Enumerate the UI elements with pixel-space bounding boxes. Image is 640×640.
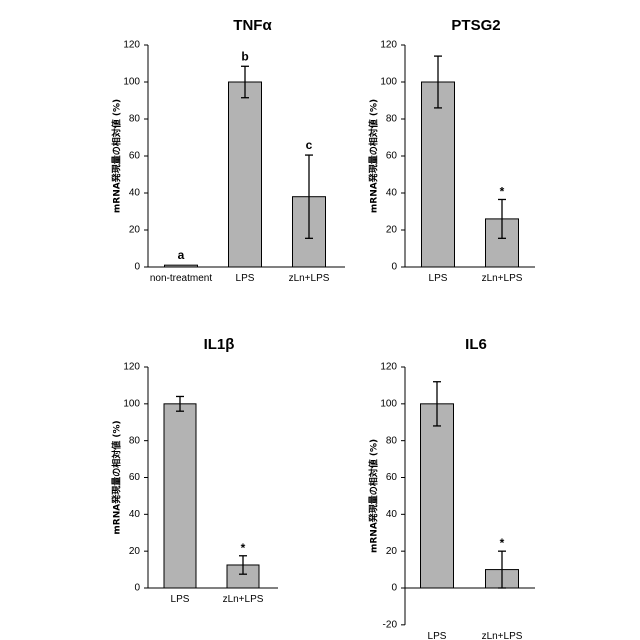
y-axis-label: mRNA発現量の相対値 (%): [111, 420, 123, 534]
y-tick-label: 40: [129, 509, 141, 520]
y-tick-label: 0: [134, 583, 140, 594]
y-axis-label: mRNA発現量の相対値 (%): [368, 439, 380, 553]
bar: [421, 404, 454, 588]
y-tick-label: 20: [386, 546, 398, 557]
x-tick-label: LPS: [171, 594, 190, 605]
x-tick-label: LPS: [428, 631, 447, 640]
chart-panel-3: IL1β mRNA発現量の相対値 (%) 0 20 40 60 80 100 120 LPS * zL…: [111, 336, 279, 605]
bar: [164, 404, 196, 588]
significance-label: c: [306, 138, 313, 152]
significance-label: *: [241, 541, 246, 555]
y-tick-label: 40: [386, 188, 398, 199]
y-tick-label: 0: [391, 583, 397, 594]
x-tick-label: zLn+LPS: [289, 273, 330, 284]
chart-panel-1: TNFα mRNA発現量の相対値 (%) 0 20 40 60 80 100 120 a non-t…: [111, 17, 346, 284]
significance-label: b: [241, 49, 248, 63]
x-tick-label: zLn+LPS: [482, 631, 523, 640]
chart-title: IL6: [465, 336, 487, 353]
y-tick-label: 100: [380, 77, 397, 88]
significance-label: *: [500, 184, 505, 198]
y-axis-label: mRNA発現量の相対値 (%): [111, 99, 123, 213]
x-tick-label: zLn+LPS: [482, 273, 523, 284]
y-tick-label: 40: [386, 509, 398, 520]
x-tick-label: LPS: [236, 273, 255, 284]
bar: [165, 265, 198, 267]
chart-panel-2: PTSG2 mRNA発現量の相対値 (%) 0 20 40 60 80 100 120 LPS * z…: [368, 17, 536, 284]
y-tick-label: 80: [386, 114, 398, 125]
y-tick-label: -20: [383, 619, 398, 630]
y-tick-label: 100: [123, 398, 140, 409]
y-tick-label: 60: [129, 151, 141, 162]
y-tick-label: 20: [129, 546, 141, 557]
y-tick-label: 80: [129, 435, 141, 446]
chart-title: IL1β: [204, 336, 235, 353]
y-tick-label: 120: [123, 40, 140, 51]
y-tick-label: 20: [129, 225, 141, 236]
significance-label: a: [178, 248, 185, 262]
y-tick-label: 100: [123, 77, 140, 88]
y-tick-label: 120: [380, 362, 397, 373]
y-tick-label: 60: [386, 472, 398, 483]
chart-panel-4: IL6 mRNA発現量の相対値 (%) -20 0 20 40 60 80 100 120 LPS *…: [368, 336, 536, 640]
significance-label: *: [500, 536, 505, 550]
y-tick-label: 80: [129, 114, 141, 125]
y-tick-label: 60: [129, 472, 141, 483]
y-tick-label: 40: [129, 188, 141, 199]
y-tick-label: 0: [391, 262, 397, 273]
x-tick-label: zLn+LPS: [223, 594, 264, 605]
y-tick-label: 80: [386, 435, 398, 446]
bar: [229, 82, 262, 267]
y-tick-label: 60: [386, 151, 398, 162]
bar: [422, 82, 455, 267]
y-tick-label: 20: [386, 225, 398, 236]
y-axis-label: mRNA発現量の相対値 (%): [368, 99, 380, 213]
y-tick-label: 120: [380, 40, 397, 51]
chart-title: TNFα: [233, 17, 272, 34]
x-tick-label: non-treatment: [150, 273, 212, 284]
chart-title: PTSG2: [451, 17, 500, 34]
x-tick-label: LPS: [429, 273, 448, 284]
y-tick-label: 120: [123, 362, 140, 373]
y-tick-label: 0: [134, 262, 140, 273]
y-tick-label: 100: [380, 398, 397, 409]
